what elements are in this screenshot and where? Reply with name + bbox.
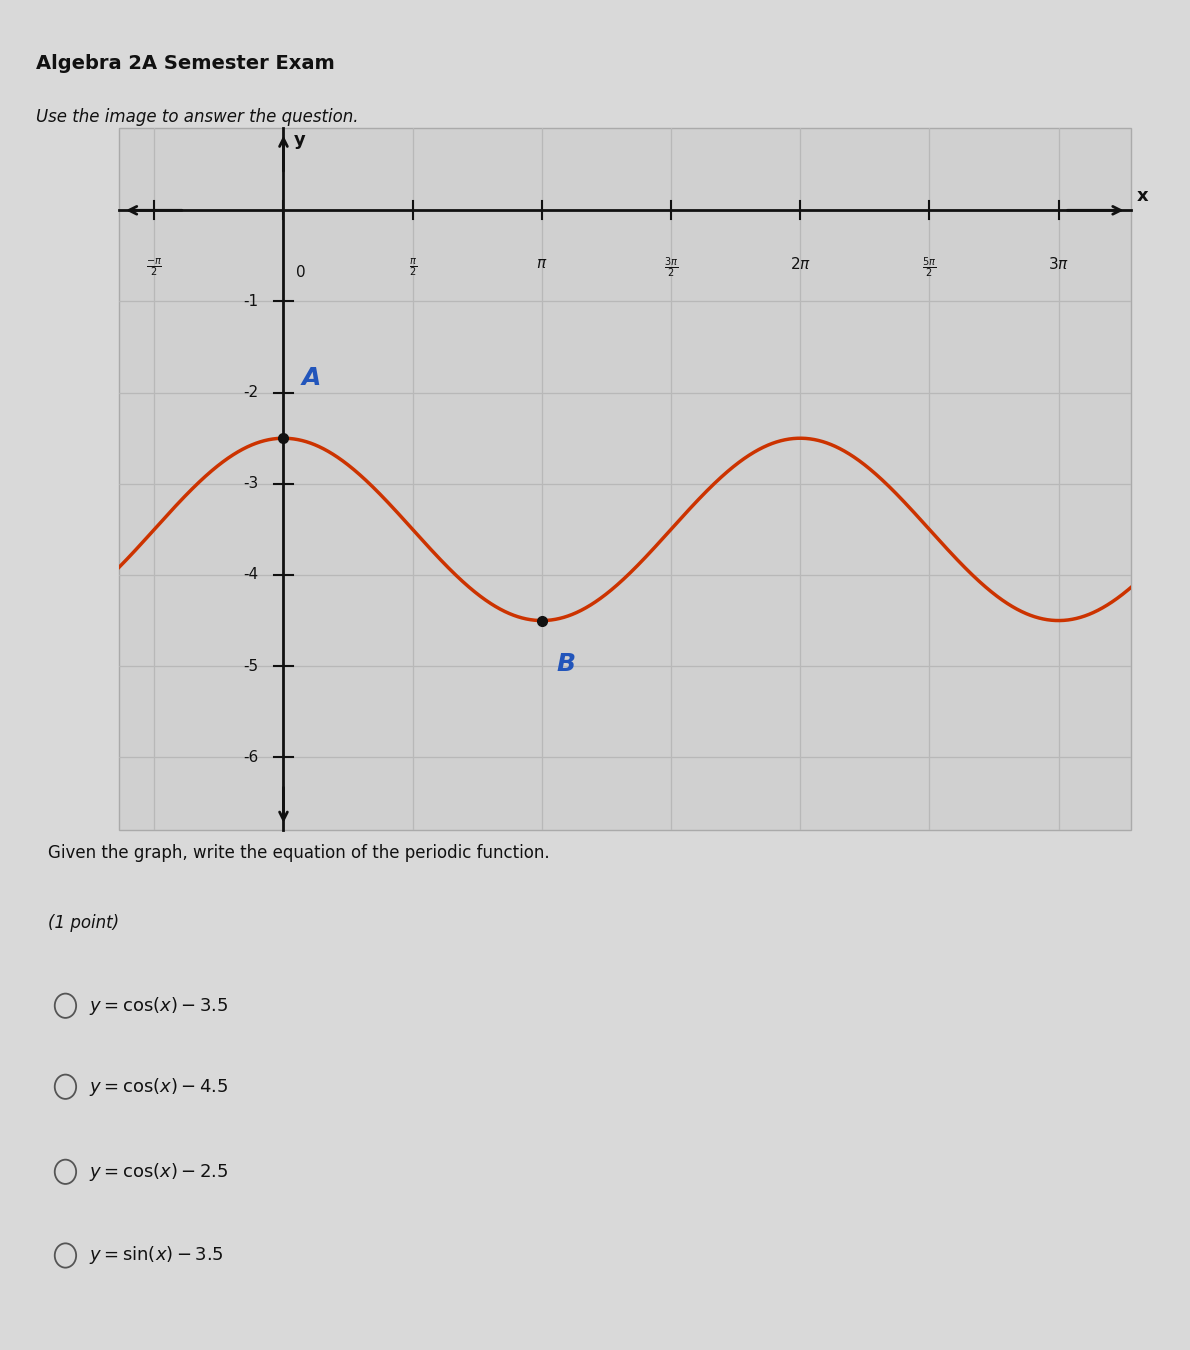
Text: -3: -3 xyxy=(244,477,258,491)
Text: $\frac{-\pi}{2}$: $\frac{-\pi}{2}$ xyxy=(146,256,162,278)
Text: -1: -1 xyxy=(244,294,258,309)
Text: Given the graph, write the equation of the periodic function.: Given the graph, write the equation of t… xyxy=(48,844,550,861)
Text: Algebra 2A Semester Exam: Algebra 2A Semester Exam xyxy=(36,54,334,73)
Text: A: A xyxy=(301,366,321,390)
Text: (1 point): (1 point) xyxy=(48,914,119,931)
Text: -5: -5 xyxy=(244,659,258,674)
Text: $y = \mathrm{cos}(x) - 3.5$: $y = \mathrm{cos}(x) - 3.5$ xyxy=(89,995,228,1017)
Text: $y = \mathrm{sin}(x) - 3.5$: $y = \mathrm{sin}(x) - 3.5$ xyxy=(89,1245,224,1266)
Text: $y = \mathrm{cos}(x) - 4.5$: $y = \mathrm{cos}(x) - 4.5$ xyxy=(89,1076,228,1098)
Text: Use the image to answer the question.: Use the image to answer the question. xyxy=(36,108,358,126)
Text: $3\pi$: $3\pi$ xyxy=(1048,256,1069,271)
Text: $\pi$: $\pi$ xyxy=(537,256,547,271)
Text: $y = \mathrm{cos}(x) - 2.5$: $y = \mathrm{cos}(x) - 2.5$ xyxy=(89,1161,228,1183)
Bar xyxy=(119,128,1130,830)
Text: $\frac{5\pi}{2}$: $\frac{5\pi}{2}$ xyxy=(922,256,937,281)
Text: -2: -2 xyxy=(244,385,258,400)
Text: $\frac{\pi}{2}$: $\frac{\pi}{2}$ xyxy=(408,256,416,278)
Text: x: x xyxy=(1138,186,1148,205)
Text: -4: -4 xyxy=(244,567,258,582)
Text: -6: -6 xyxy=(244,749,258,765)
Text: 0: 0 xyxy=(296,265,306,279)
Text: y: y xyxy=(294,131,305,148)
Text: $\frac{3\pi}{2}$: $\frac{3\pi}{2}$ xyxy=(664,256,678,281)
Text: B: B xyxy=(557,652,576,676)
Text: $2\pi$: $2\pi$ xyxy=(790,256,810,271)
